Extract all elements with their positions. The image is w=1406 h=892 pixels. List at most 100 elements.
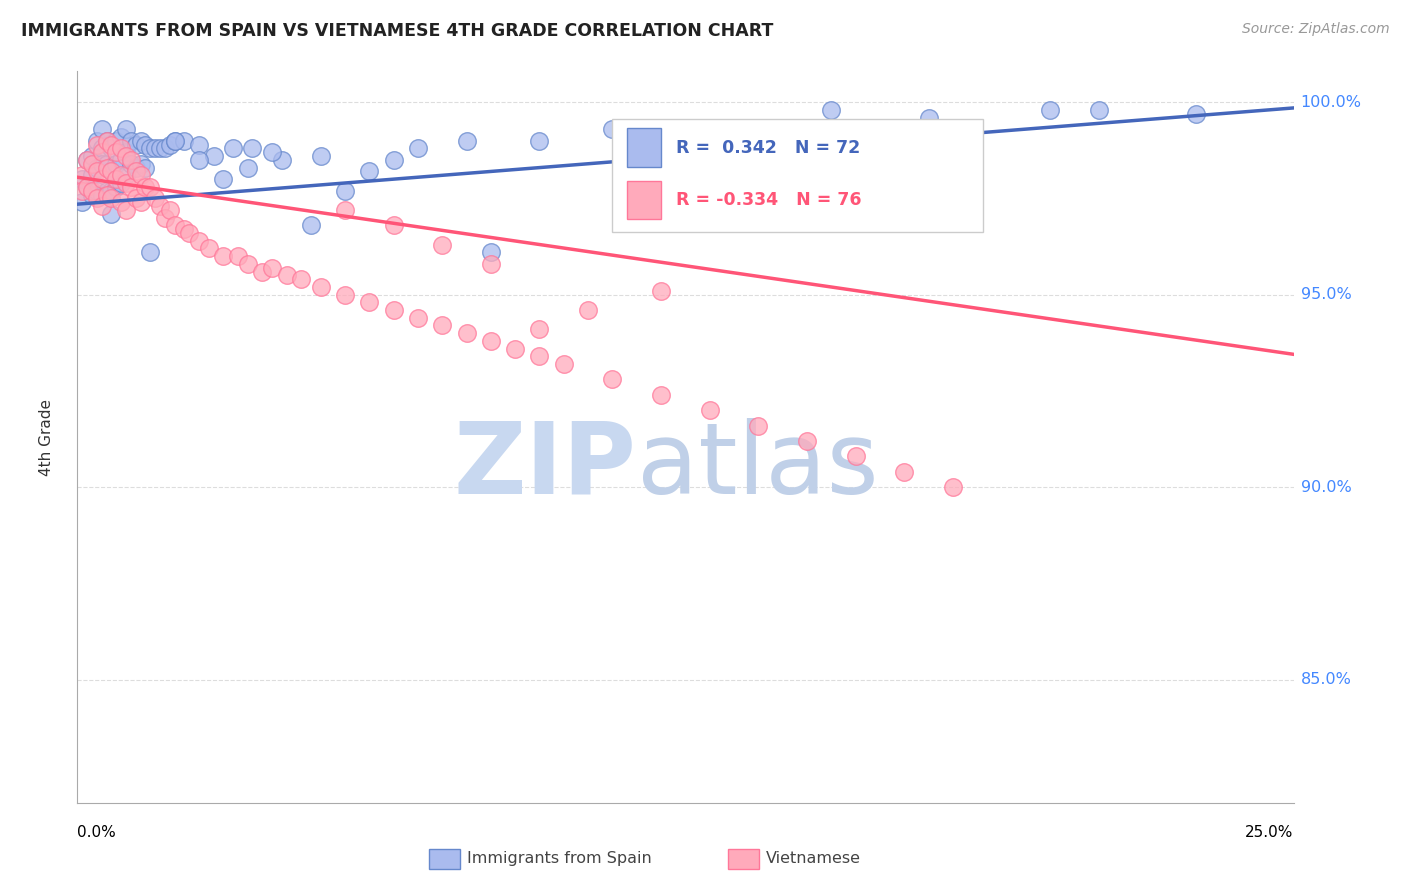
Bar: [627, 181, 661, 219]
Point: [105, 179, 128, 194]
Text: 0.0%: 0.0%: [77, 825, 117, 840]
Point: [153, 141, 176, 155]
Text: Vietnamese: Vietnamese: [766, 852, 862, 866]
Point: [242, 141, 264, 155]
Point: [129, 195, 152, 210]
Point: [110, 129, 132, 144]
Point: [236, 257, 259, 271]
Point: [120, 153, 142, 167]
Point: [290, 272, 312, 286]
Text: Immigrants from Spain: Immigrants from Spain: [467, 852, 651, 866]
Point: [90, 187, 112, 202]
Point: [479, 257, 502, 271]
Point: [70, 169, 93, 183]
Point: [70, 195, 93, 210]
Point: [149, 141, 172, 155]
Point: [115, 122, 138, 136]
Point: [149, 199, 172, 213]
Point: [90, 172, 112, 186]
Point: [139, 245, 162, 260]
Point: [139, 179, 162, 194]
Point: [602, 372, 624, 386]
Point: [236, 161, 259, 175]
Point: [129, 157, 152, 171]
Point: [90, 157, 112, 171]
Point: [333, 184, 356, 198]
Point: [120, 179, 142, 194]
Point: [80, 149, 103, 163]
Point: [1039, 103, 1062, 117]
Text: R = -0.334   N = 76: R = -0.334 N = 76: [676, 191, 862, 209]
Point: [699, 134, 721, 148]
Point: [125, 191, 148, 205]
Text: 100.0%: 100.0%: [1301, 95, 1361, 110]
Point: [143, 141, 166, 155]
Point: [163, 134, 186, 148]
Point: [134, 179, 156, 194]
Point: [153, 211, 176, 225]
Point: [115, 169, 138, 183]
Point: [86, 164, 108, 178]
Point: [90, 122, 112, 136]
Point: [100, 164, 122, 178]
Point: [188, 153, 211, 167]
Point: [309, 280, 332, 294]
Point: [96, 161, 118, 175]
Point: [134, 137, 156, 152]
Point: [105, 145, 128, 160]
Point: [115, 176, 138, 190]
Point: [80, 169, 103, 183]
Point: [76, 179, 98, 194]
Point: [100, 137, 122, 152]
Point: [96, 134, 118, 148]
Point: [90, 141, 112, 155]
Point: [100, 184, 122, 198]
Text: atlas: atlas: [637, 417, 879, 515]
Point: [115, 149, 138, 163]
Point: [76, 153, 98, 167]
Point: [270, 153, 292, 167]
Point: [96, 134, 118, 148]
Point: [197, 242, 219, 256]
Point: [90, 199, 112, 213]
Point: [163, 219, 186, 233]
Point: [105, 172, 128, 186]
Point: [110, 153, 132, 167]
Point: [86, 134, 108, 148]
Point: [129, 134, 152, 148]
Point: [479, 334, 502, 348]
Point: [139, 141, 162, 155]
Point: [105, 134, 128, 148]
Point: [76, 179, 98, 194]
Point: [406, 141, 429, 155]
Point: [125, 137, 148, 152]
Point: [212, 249, 235, 263]
Point: [80, 184, 103, 198]
Point: [202, 149, 225, 163]
Point: [188, 137, 211, 152]
Text: 85.0%: 85.0%: [1301, 672, 1351, 687]
Point: [918, 111, 941, 125]
Point: [529, 349, 551, 363]
Point: [1088, 103, 1111, 117]
Point: [100, 141, 122, 155]
Point: [80, 187, 103, 202]
Point: [333, 287, 356, 301]
Point: [309, 149, 332, 163]
Point: [796, 434, 818, 448]
Point: [110, 176, 132, 190]
Point: [70, 172, 93, 186]
Point: [430, 237, 453, 252]
Point: [382, 153, 405, 167]
Point: [479, 245, 502, 260]
Point: [110, 169, 132, 183]
Point: [333, 202, 356, 217]
Point: [134, 161, 156, 175]
Point: [100, 164, 122, 178]
Point: [125, 164, 148, 178]
Point: [110, 141, 132, 155]
Point: [173, 222, 195, 236]
Point: [159, 202, 181, 217]
Point: [456, 134, 478, 148]
Point: [430, 318, 453, 333]
